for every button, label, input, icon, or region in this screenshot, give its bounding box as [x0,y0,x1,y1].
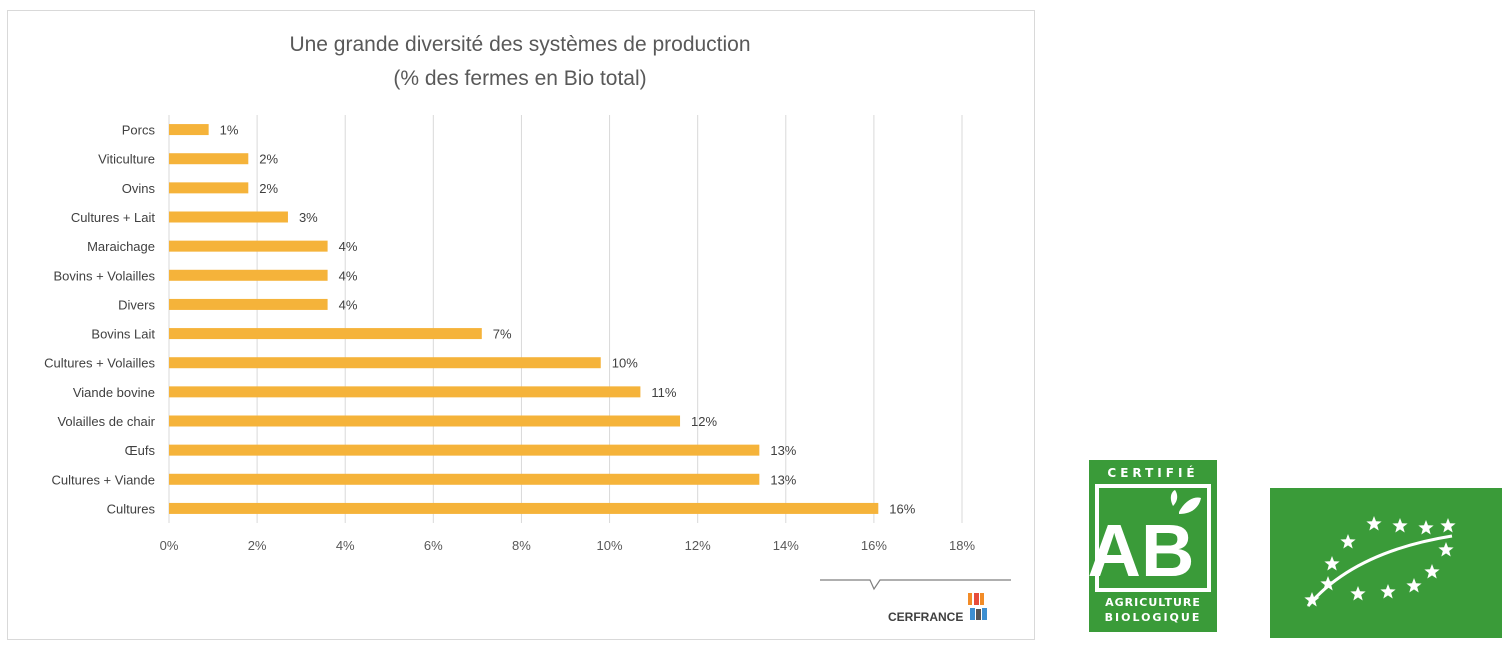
category-label: Bovins + Volailles [53,268,155,283]
data-label: 4% [339,268,358,283]
chart-title: Une grande diversité des systèmes de pro… [289,33,750,56]
bar [169,211,288,223]
bar [169,328,482,340]
eu-star-icon [1440,518,1456,533]
bar [169,386,641,398]
category-label: Cultures [107,501,156,516]
x-tick-label: 0% [160,538,179,553]
bar [169,240,328,252]
cerfrance-logo: CERFRANCE [820,579,1011,624]
chart-subtitle: (% des fermes en Bio total) [393,67,646,90]
category-label: Viticulture [98,152,155,167]
category-label: Viande bovine [73,385,155,400]
data-label: 3% [299,210,318,225]
category-label: Cultures + Volailles [44,356,155,371]
chart-panel: Une grande diversité des systèmes de pro… [7,10,1035,640]
data-label: 12% [691,414,717,429]
bar [169,182,249,194]
svg-text:BIOLOGIQUE: BIOLOGIQUE [1105,611,1202,624]
bar [169,269,328,281]
data-label: 2% [259,181,278,196]
eu-star-icon [1380,584,1396,599]
bars [169,124,879,514]
svg-text:CERTIFIÉ: CERTIFIÉ [1107,465,1198,480]
eu-star-icon [1418,520,1434,535]
bar [169,357,601,369]
category-label: Volailles de chair [57,414,155,429]
eu-star-icon [1320,576,1336,591]
x-tick-label: 8% [512,538,531,553]
data-label: 4% [339,239,358,254]
x-tick-label: 10% [597,538,623,553]
eu-star-icon [1340,534,1356,549]
category-label: Œufs [125,443,156,458]
data-label: 16% [889,501,915,516]
bar [169,444,760,456]
data-label: 4% [339,297,358,312]
category-label: Cultures + Lait [71,210,156,225]
ab-certified-logo: CERTIFIÉ AB AGRICULTURE BIOLOGIQUE [1087,458,1219,634]
bar [169,473,760,485]
category-label: Porcs [122,123,156,138]
svg-text:AGRICULTURE: AGRICULTURE [1105,596,1201,609]
x-tick-label: 12% [685,538,711,553]
eu-star-icon [1406,578,1422,593]
category-labels: Porcs Viticulture Ovins Cultures + Lait Mara… [44,123,156,517]
eu-star-icon [1424,564,1440,579]
data-label: 1% [220,123,239,138]
category-label: Ovins [122,181,156,196]
data-label: 10% [612,356,638,371]
bar [169,415,681,427]
eu-star-icon [1324,556,1340,571]
x-tick-label: 16% [861,538,887,553]
data-label: 13% [770,472,796,487]
category-label: Divers [118,297,155,312]
cerfrance-label: CERFRANCE [888,610,963,624]
bar [169,298,328,310]
category-label: Bovins Lait [91,327,155,342]
x-tick-label: 4% [336,538,355,553]
data-label: 13% [770,443,796,458]
bar [169,502,879,514]
gridlines [168,115,963,523]
eu-star-icon [1350,586,1366,601]
x-tick-label: 18% [949,538,975,553]
category-label: Cultures + Viande [52,472,155,487]
svg-text:AB: AB [1088,509,1195,592]
category-label: Maraichage [87,239,155,254]
x-tick-label: 6% [424,538,443,553]
eu-organic-leaf-logo [1270,488,1502,638]
data-label: 11% [651,385,676,400]
bar [169,124,209,136]
data-label: 2% [259,152,278,167]
data-label: 7% [493,327,512,342]
bar-chart: Une grande diversité des systèmes de pro… [44,33,1011,624]
eu-star-icon [1438,542,1454,557]
x-tick-label: 14% [773,538,799,553]
x-axis-ticks: 0% 2% 4% 6% 8% 10% 12% 14% 16% 18% [160,538,976,553]
eu-star-icon [1392,518,1408,533]
bar [169,153,249,165]
data-labels: 1% 2% 2% 3% 4% 4% 4% 7% 10% 11% 12% 13% 13% 16% [220,123,916,517]
eu-star-icon [1304,592,1320,607]
x-tick-label: 2% [248,538,267,553]
eu-star-icon [1366,516,1382,531]
